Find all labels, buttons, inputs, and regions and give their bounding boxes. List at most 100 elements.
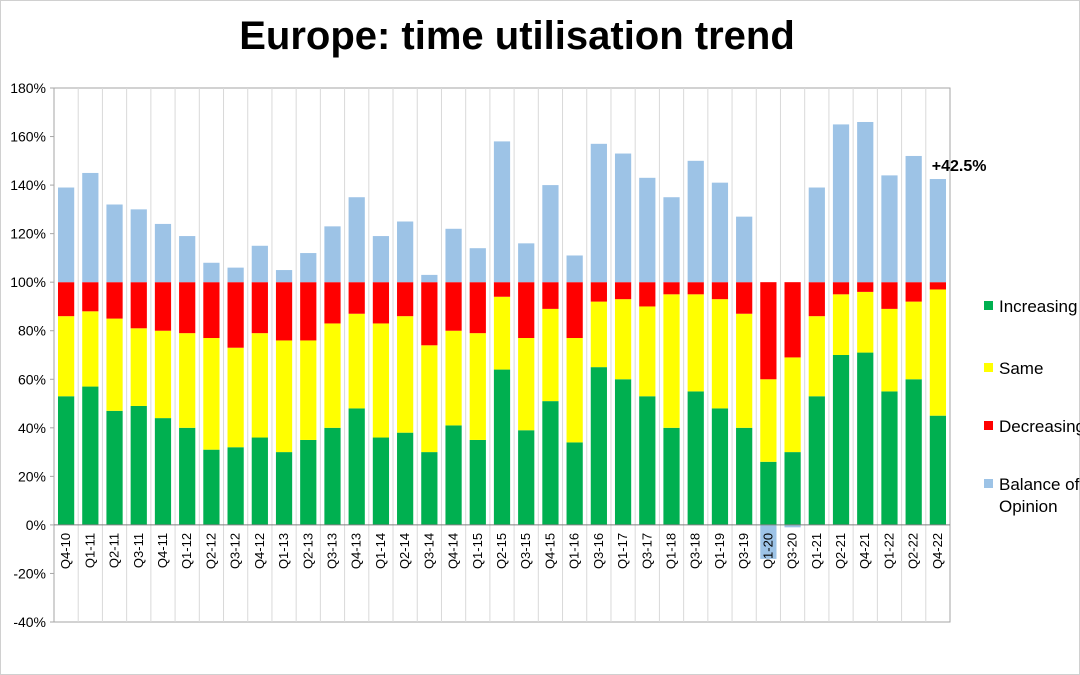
bar-same — [57, 316, 75, 397]
x-tick-label: Q3-20 — [785, 533, 800, 569]
x-tick-label: Q3-13 — [324, 533, 339, 569]
bar-increasing — [227, 447, 244, 525]
bar-decreasing — [590, 282, 607, 302]
x-tick-label: Q1-16 — [567, 533, 582, 569]
bar-decreasing — [929, 282, 947, 290]
bar-balance-of-opinion — [251, 245, 268, 283]
x-tick-label: Q3-11 — [131, 533, 146, 568]
bar-same — [711, 299, 729, 409]
x-tick-label: Q3-18 — [688, 533, 703, 569]
bar-increasing — [57, 396, 75, 525]
legend-swatch — [984, 479, 993, 488]
bar-same — [639, 306, 656, 397]
y-tick-label: 80% — [18, 323, 46, 339]
x-tick-label: Q4-13 — [349, 533, 364, 569]
legend-item: Increasing — [984, 296, 1077, 318]
bar-decreasing — [639, 282, 656, 307]
bar-balance-of-opinion — [542, 185, 559, 283]
bar-balance-of-opinion — [300, 253, 317, 283]
bar-balance-of-opinion — [348, 197, 365, 283]
bar-balance-of-opinion — [106, 204, 123, 283]
bar-same — [687, 294, 704, 392]
bar-increasing — [493, 369, 511, 525]
bar-balance-of-opinion — [784, 524, 801, 528]
bar-same — [929, 289, 947, 416]
x-tick-label: Q1-19 — [712, 533, 727, 569]
bar-increasing — [905, 379, 922, 525]
bar-balance-of-opinion — [227, 267, 244, 283]
bar-same — [518, 338, 535, 431]
legend-label: Same — [999, 359, 1044, 378]
x-tick-label: Q2-13 — [300, 533, 315, 569]
bar-increasing — [421, 452, 438, 525]
bar-decreasing — [421, 282, 438, 346]
bar-decreasing — [57, 282, 75, 317]
bar-increasing — [542, 401, 559, 525]
bar-balance-of-opinion — [687, 160, 704, 283]
x-tick-label: Q1-15 — [470, 533, 485, 569]
bar-same — [348, 313, 365, 409]
bar-increasing — [614, 379, 632, 525]
bar-same — [905, 301, 922, 380]
x-tick-label: Q1-17 — [615, 533, 630, 569]
y-tick-label: 100% — [10, 274, 46, 290]
bar-same — [300, 340, 317, 440]
bar-decreasing — [179, 282, 196, 334]
bar-decreasing — [857, 282, 874, 292]
bar-increasing — [251, 437, 268, 525]
bar-decreasing — [251, 282, 268, 334]
bar-decreasing — [518, 282, 535, 339]
bar-increasing — [154, 418, 172, 525]
x-tick-label: Q3-17 — [639, 533, 654, 569]
y-tick-label: -40% — [13, 614, 46, 630]
bar-decreasing — [687, 282, 704, 295]
x-tick-label: Q1-18 — [664, 533, 679, 569]
bar-increasing — [397, 432, 414, 525]
bar-decreasing — [832, 282, 850, 295]
x-tick-label: Q4-12 — [252, 533, 267, 569]
bar-same — [82, 311, 99, 387]
bar-decreasing — [300, 282, 317, 341]
bar-same — [784, 357, 801, 453]
bar-decreasing — [784, 282, 801, 358]
bar-same — [881, 308, 898, 392]
bar-decreasing — [397, 282, 414, 317]
bar-same — [832, 294, 850, 355]
bar-increasing — [784, 452, 801, 525]
bar-increasing — [82, 386, 99, 525]
legend-swatch — [984, 301, 993, 310]
bar-same — [179, 333, 196, 428]
bar-balance-of-opinion — [82, 172, 99, 283]
legend-label: Opinion — [999, 497, 1058, 516]
bar-same — [324, 323, 341, 428]
bar-balance-of-opinion — [590, 143, 607, 283]
bar-balance-of-opinion — [639, 177, 656, 283]
bar-decreasing — [760, 282, 777, 380]
bar-balance-of-opinion — [857, 121, 874, 283]
bar-increasing — [106, 410, 123, 525]
bar-increasing — [736, 427, 753, 525]
bar-balance-of-opinion — [421, 274, 438, 283]
bar-balance-of-opinion — [614, 153, 632, 283]
y-tick-label: 120% — [10, 226, 46, 242]
bar-increasing — [372, 437, 390, 525]
bar-same — [275, 340, 293, 453]
bar-balance-of-opinion — [130, 209, 147, 283]
y-tick-label: -20% — [13, 565, 46, 581]
bar-increasing — [808, 396, 825, 525]
bar-decreasing — [372, 282, 390, 324]
bar-same — [469, 333, 486, 440]
y-tick-label: 20% — [18, 468, 46, 484]
bar-balance-of-opinion — [203, 262, 220, 283]
bar-increasing — [518, 430, 535, 525]
bar-balance-of-opinion — [760, 524, 777, 559]
bar-same — [808, 316, 825, 397]
bar-decreasing — [275, 282, 293, 341]
x-tick-label: Q1-20 — [760, 533, 775, 569]
x-tick-label: Q1-11 — [82, 533, 97, 568]
bar-decreasing — [905, 282, 922, 302]
y-tick-label: 0% — [26, 517, 46, 533]
y-tick-label: 40% — [18, 420, 46, 436]
legend-swatch — [984, 421, 993, 430]
bar-same — [760, 379, 777, 462]
